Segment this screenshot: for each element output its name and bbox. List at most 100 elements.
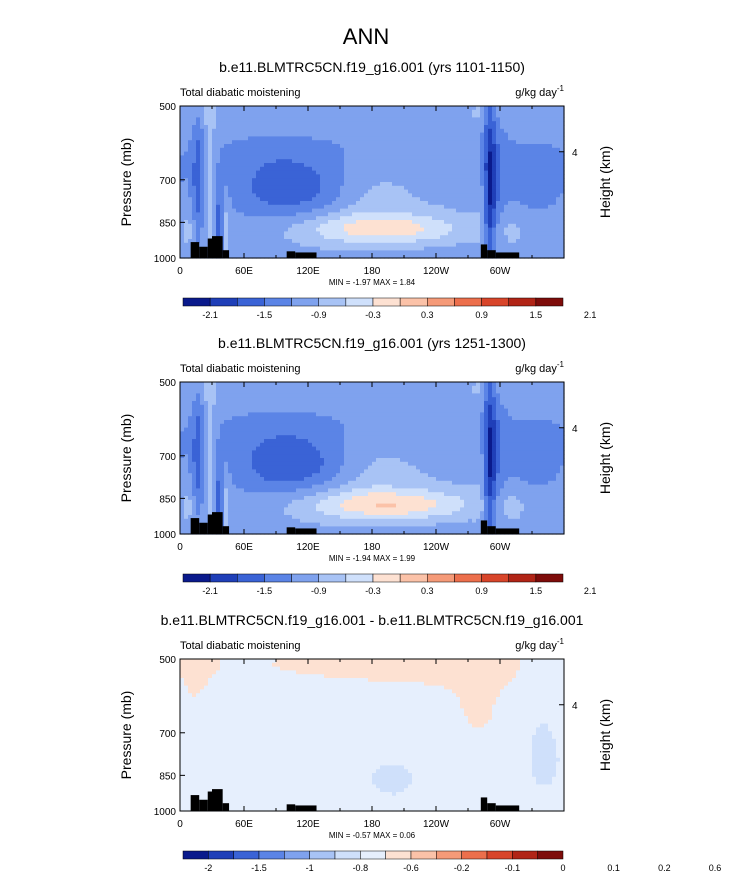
- contour-cell: [376, 167, 381, 171]
- contour-cell: [280, 106, 285, 110]
- contour-cell: [380, 197, 385, 201]
- contour-cell: [244, 171, 249, 175]
- contour-cell: [224, 209, 229, 213]
- contour-cell: [188, 477, 193, 481]
- contour-cell: [436, 231, 441, 235]
- contour-cell: [384, 144, 389, 148]
- contour-cell: [552, 144, 557, 148]
- contour-cell: [416, 216, 421, 220]
- contour-cell: [416, 205, 421, 209]
- contour-cell: [508, 110, 513, 114]
- contour-cell: [244, 485, 249, 489]
- contour-cell: [292, 178, 297, 182]
- contour-cell: [444, 129, 449, 133]
- contour-cell: [376, 231, 381, 235]
- contour-cell: [276, 209, 281, 213]
- contour-cell: [424, 110, 429, 114]
- contour-cell: [536, 129, 541, 133]
- contour-cell: [280, 416, 285, 420]
- contour-cell: [268, 431, 273, 435]
- contour-cell: [408, 182, 413, 186]
- contour-cell: [500, 106, 505, 110]
- contour-cell: [404, 155, 409, 159]
- contour-cell: [228, 458, 233, 462]
- contour-cell: [244, 504, 249, 508]
- contour-cell: [320, 193, 325, 197]
- contour-cell: [356, 114, 361, 118]
- contour-cell: [484, 117, 489, 121]
- contour-cell: [476, 205, 481, 209]
- contour-cell: [420, 216, 425, 220]
- contour-cell: [256, 397, 261, 401]
- contour-cell: [344, 163, 349, 167]
- contour-cell: [556, 239, 561, 243]
- contour-cell: [196, 443, 201, 447]
- contour-cell: [260, 235, 265, 239]
- contour-cell: [292, 243, 297, 247]
- contour-cell: [368, 235, 373, 239]
- contour-cell: [460, 193, 465, 197]
- contour-cell: [404, 243, 409, 247]
- contour-cell: [496, 186, 501, 190]
- contour-cell: [380, 144, 385, 148]
- contour-cell: [244, 526, 249, 530]
- contour-cell: [348, 167, 353, 171]
- contour-cell: [212, 110, 217, 114]
- contour-cell: [268, 216, 273, 220]
- contour-cell: [412, 174, 417, 178]
- contour-cell: [484, 125, 489, 129]
- contour-cell: [288, 136, 293, 140]
- contour-cell: [304, 216, 309, 220]
- contour-cell: [192, 209, 197, 213]
- contour-cell: [276, 174, 281, 178]
- contour-cell: [536, 152, 541, 156]
- contour-cell: [184, 243, 189, 247]
- contour-cell: [280, 473, 285, 477]
- contour-cell: [284, 136, 289, 140]
- contour-cell: [412, 136, 417, 140]
- contour-cell: [184, 390, 189, 394]
- contour-cell: [332, 205, 337, 209]
- contour-cell: [216, 182, 221, 186]
- contour-cell: [288, 106, 293, 110]
- contour-cell: [348, 186, 353, 190]
- contour-cell: [324, 125, 329, 129]
- contour-cell: [232, 106, 237, 110]
- contour-cell: [272, 485, 277, 489]
- contour-cell: [272, 250, 277, 254]
- contour-cell: [524, 182, 529, 186]
- contour-cell: [244, 163, 249, 167]
- contour-cell: [356, 174, 361, 178]
- contour-cell: [196, 405, 201, 409]
- contour-cell: [472, 110, 477, 114]
- contour-cell: [244, 193, 249, 197]
- contour-cell: [208, 466, 213, 470]
- contour-cell: [324, 235, 329, 239]
- contour-cell: [276, 424, 281, 428]
- contour-cell: [184, 485, 189, 489]
- contour-cell: [256, 224, 261, 228]
- contour-cell: [216, 228, 221, 232]
- contour-cell: [212, 401, 217, 405]
- contour-cell: [208, 386, 213, 390]
- contour-cell: [448, 224, 453, 228]
- contour-cell: [432, 193, 437, 197]
- contour-cell: [288, 163, 293, 167]
- contour-cell: [512, 159, 517, 163]
- panel-1: b.e11.BLMTRC5CN.f19_g16.001 (yrs 1101-11…: [118, 59, 613, 320]
- contour-cell: [240, 405, 245, 409]
- contour-cell: [308, 144, 313, 148]
- contour-cell: [292, 121, 297, 125]
- contour-cell: [356, 235, 361, 239]
- contour-cell: [328, 190, 333, 194]
- contour-cell: [196, 481, 201, 485]
- contour-cell: [548, 235, 553, 239]
- contour-cell: [356, 243, 361, 247]
- contour-cell: [516, 216, 521, 220]
- contour-cell: [392, 220, 397, 224]
- contour-cell: [336, 197, 341, 201]
- contour-cell: [220, 500, 225, 504]
- contour-cell: [472, 197, 477, 201]
- contour-cell: [476, 212, 481, 216]
- contour-cell: [428, 243, 433, 247]
